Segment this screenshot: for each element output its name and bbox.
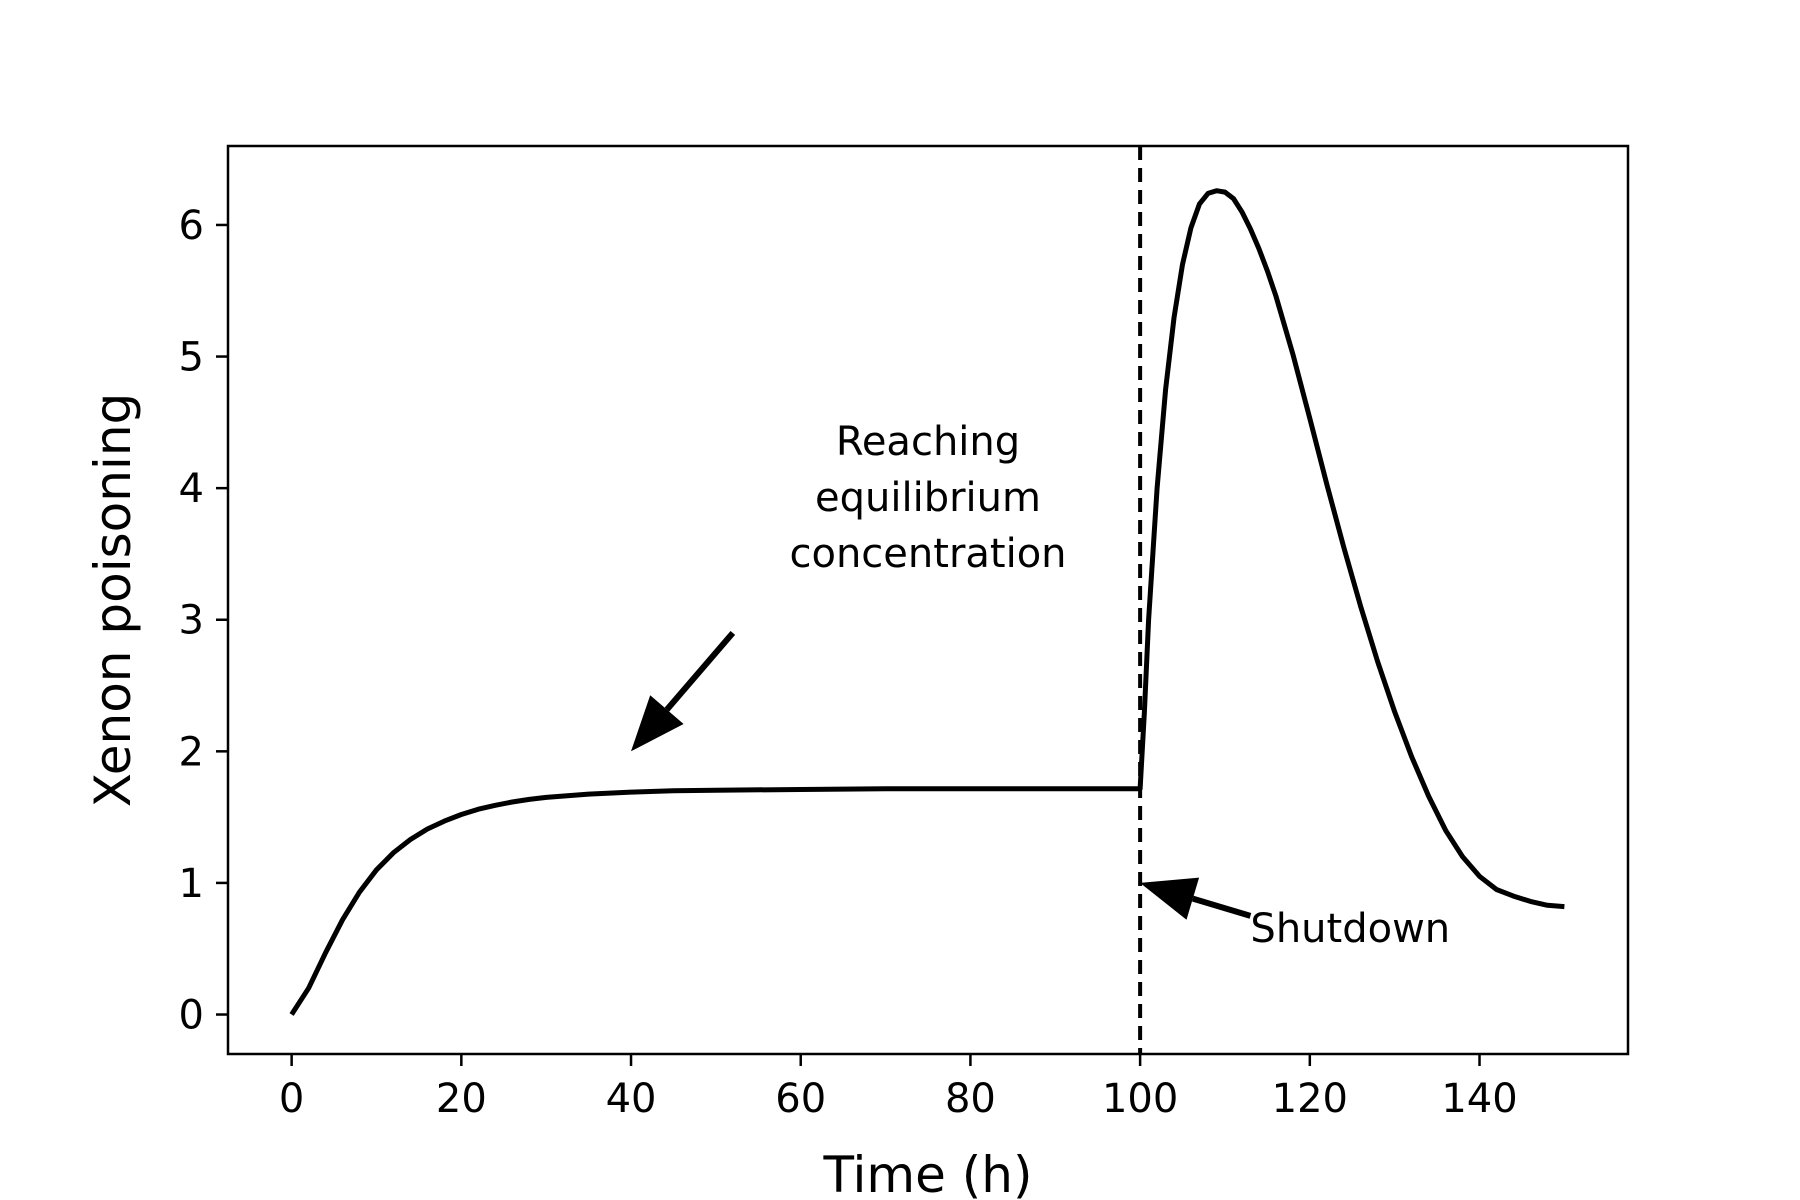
x-tick-label-100: 100 <box>1102 1076 1178 1122</box>
annotation-arrow-head-0 <box>631 695 684 752</box>
annotation-arrow-shaft-1 <box>1191 895 1252 919</box>
annotation-text-1-0: Shutdown <box>1250 906 1450 952</box>
annotation-text-0-1: equilibrium <box>815 475 1041 521</box>
y-tick-label-4: 4 <box>179 466 204 512</box>
y-tick-label-6: 6 <box>179 203 204 249</box>
x-tick-label-60: 60 <box>775 1076 826 1122</box>
x-tick-label-140: 140 <box>1441 1076 1517 1122</box>
x-tick-label-120: 120 <box>1272 1076 1348 1122</box>
annotation-layer: Reaching equilibrium concentration Shutdown <box>631 419 1450 952</box>
tick-layer: 0 20 40 60 80 100 120 140 0 1 2 3 4 5 6 <box>179 203 1518 1122</box>
x-tick-label-20: 20 <box>436 1076 487 1122</box>
x-tick-label-40: 40 <box>606 1076 657 1122</box>
x-tick-label-80: 80 <box>945 1076 996 1122</box>
annotation-arrow-shaft-0 <box>664 630 736 712</box>
y-tick-label-1: 1 <box>179 861 204 907</box>
y-axis-label: Xenon poisoning <box>84 393 142 808</box>
plot-layer <box>289 146 1565 1054</box>
annotation-text-0-2: concentration <box>789 531 1066 577</box>
x-axis-label: Time (h) <box>823 1146 1033 1200</box>
annotation-text-0-0: Reaching <box>836 419 1020 465</box>
y-tick-label-0: 0 <box>179 993 204 1039</box>
series-line-0 <box>289 188 1565 1016</box>
annotation-arrow-head-1 <box>1140 877 1200 920</box>
y-tick-label-2: 2 <box>179 729 204 775</box>
y-tick-label-3: 3 <box>179 598 204 644</box>
axes-frame <box>226 144 1630 1056</box>
x-tick-label-0: 0 <box>279 1076 304 1122</box>
y-tick-label-5: 5 <box>179 335 204 381</box>
